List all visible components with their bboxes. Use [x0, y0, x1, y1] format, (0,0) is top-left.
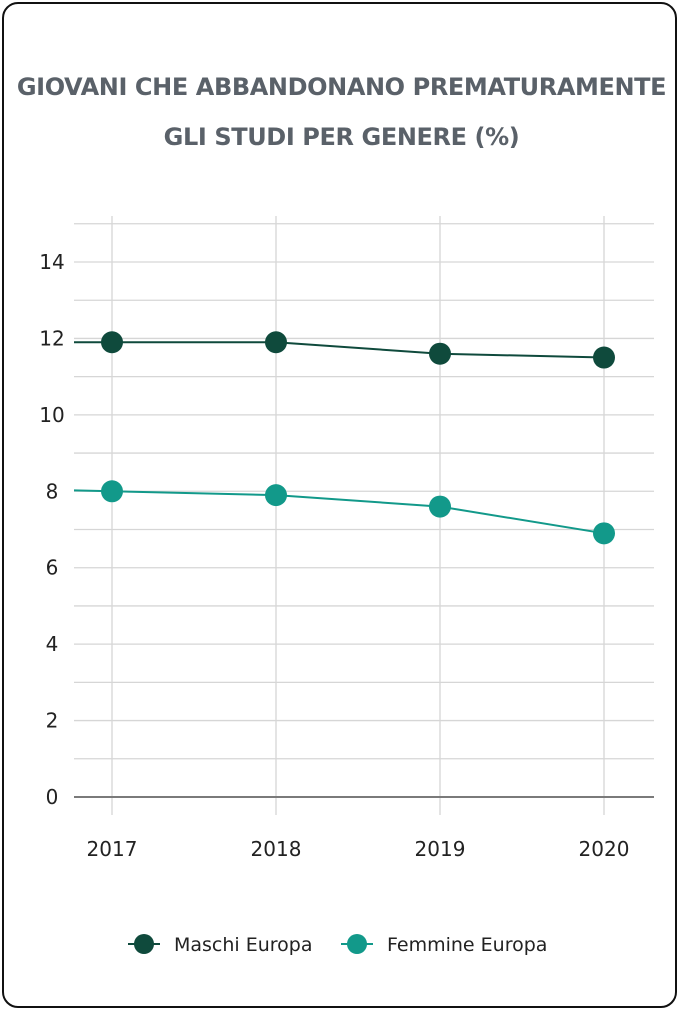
legend-marker-femmine	[347, 934, 367, 954]
legend-label-femmine: Femmine Europa	[387, 934, 547, 956]
data-point-femmine	[265, 484, 287, 507]
y-tick-label: 0	[46, 785, 59, 809]
data-point-maschi	[265, 331, 287, 354]
legend-label-maschi: Maschi Europa	[174, 934, 313, 956]
y-tick-label: 2	[46, 709, 59, 733]
chart-title: GIOVANI CHE ABBANDONANO PREMATURAMENTE G…	[4, 62, 675, 162]
legend-marker-maschi	[134, 934, 154, 954]
y-tick-label: 12	[39, 326, 64, 350]
x-tick-label: 2020	[579, 837, 630, 861]
y-tick-label: 8	[46, 479, 59, 503]
data-point-maschi	[593, 346, 615, 369]
y-tick-label: 10	[39, 403, 64, 427]
series-line-femmine	[73, 489, 605, 535]
data-point-femmine	[429, 495, 451, 518]
chart-title-line-1: GIOVANI CHE ABBANDONANO PREMATURAMENTE	[16, 73, 667, 101]
y-tick-label: 14	[39, 250, 64, 274]
chart-title-line-2: GLI STUDI PER GENERE (%)	[163, 123, 520, 151]
data-point-maschi	[101, 331, 123, 354]
data-point-femmine	[101, 480, 123, 503]
y-tick-label: 6	[46, 556, 59, 580]
x-tick-label: 2017	[87, 837, 138, 861]
data-point-maschi	[429, 342, 451, 365]
x-tick-label: 2019	[415, 837, 466, 861]
x-tick-label: 2018	[251, 837, 302, 861]
data-point-femmine	[593, 522, 615, 545]
y-tick-label: 4	[46, 632, 59, 656]
line-chart: 0 2 4 6 8 10 12 14 2017 2018 2019 2020 Maschi Europa…	[39, 216, 654, 956]
series-line-maschi	[74, 341, 605, 359]
